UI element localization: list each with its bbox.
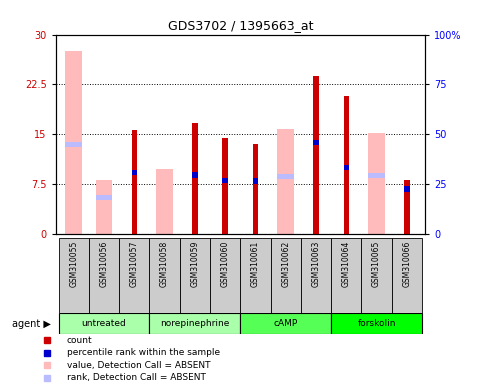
Text: count: count: [67, 336, 92, 345]
Text: norepinephrine: norepinephrine: [160, 319, 229, 328]
Bar: [404, 186, 410, 192]
Bar: [241, 238, 270, 313]
Text: GSM310058: GSM310058: [160, 240, 169, 286]
Bar: [119, 238, 149, 313]
Text: GSM310064: GSM310064: [342, 240, 351, 287]
Text: rank, Detection Call = ABSENT: rank, Detection Call = ABSENT: [67, 373, 206, 382]
Bar: [301, 238, 331, 313]
Bar: [313, 76, 319, 234]
Text: GSM310060: GSM310060: [221, 240, 229, 287]
Bar: [96, 180, 113, 234]
Bar: [368, 133, 385, 234]
Bar: [65, 142, 82, 147]
Bar: [58, 238, 89, 313]
Bar: [368, 173, 385, 178]
Bar: [131, 170, 137, 175]
Text: GSM310061: GSM310061: [251, 240, 260, 286]
Bar: [192, 123, 198, 234]
Text: GSM310056: GSM310056: [99, 240, 109, 287]
Bar: [331, 313, 422, 334]
Text: GSM310057: GSM310057: [130, 240, 139, 287]
Bar: [343, 96, 349, 234]
Text: GSM310065: GSM310065: [372, 240, 381, 287]
Bar: [343, 165, 349, 170]
Text: GSM310066: GSM310066: [402, 240, 412, 287]
Text: untreated: untreated: [82, 319, 127, 328]
Text: percentile rank within the sample: percentile rank within the sample: [67, 348, 220, 357]
Text: agent ▶: agent ▶: [12, 318, 51, 329]
Text: GSM310063: GSM310063: [312, 240, 321, 287]
Text: value, Detection Call = ABSENT: value, Detection Call = ABSENT: [67, 361, 210, 370]
Bar: [277, 129, 294, 234]
Bar: [210, 238, 241, 313]
Bar: [149, 238, 180, 313]
Bar: [96, 195, 113, 200]
Bar: [253, 144, 258, 234]
Bar: [65, 51, 82, 234]
Bar: [331, 238, 361, 313]
Bar: [149, 313, 241, 334]
Bar: [58, 313, 149, 334]
Bar: [131, 130, 137, 234]
Text: forskolin: forskolin: [357, 319, 396, 328]
Title: GDS3702 / 1395663_at: GDS3702 / 1395663_at: [168, 19, 313, 32]
Bar: [223, 138, 228, 234]
Bar: [392, 238, 422, 313]
Bar: [192, 172, 198, 178]
Bar: [241, 313, 331, 334]
Bar: [270, 238, 301, 313]
Bar: [156, 169, 173, 234]
Bar: [361, 238, 392, 313]
Text: GSM310059: GSM310059: [190, 240, 199, 287]
Bar: [180, 238, 210, 313]
Bar: [404, 180, 410, 234]
Text: cAMP: cAMP: [273, 319, 298, 328]
Text: GSM310062: GSM310062: [281, 240, 290, 286]
Text: GSM310055: GSM310055: [69, 240, 78, 287]
Bar: [277, 174, 294, 179]
Bar: [89, 238, 119, 313]
Bar: [253, 178, 258, 184]
Bar: [223, 178, 228, 183]
Bar: [313, 140, 319, 145]
